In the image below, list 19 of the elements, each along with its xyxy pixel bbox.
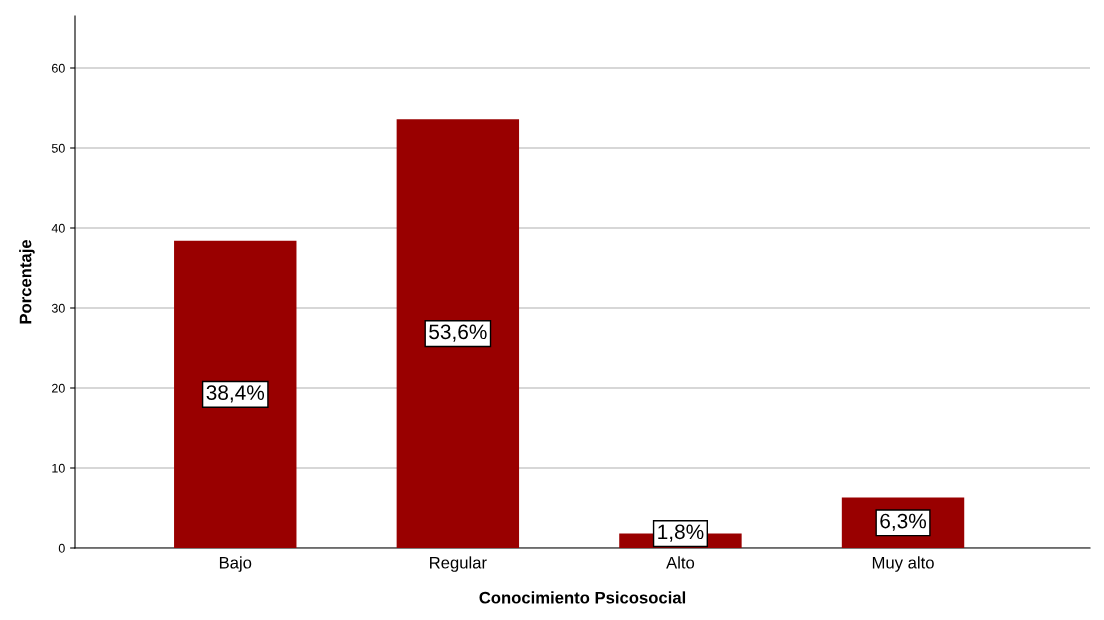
x-tick-label: Muy alto	[872, 556, 934, 572]
y-axis-title: Porcentaje	[19, 239, 35, 324]
x-tick-label: Bajo	[219, 556, 252, 572]
data-label: 6,3%	[880, 513, 927, 531]
y-tick-label: 60	[52, 63, 65, 73]
x-tick-label: Alto	[666, 556, 695, 569]
data-label: 53,6%	[429, 324, 487, 342]
data-label: 38,4%	[206, 385, 265, 403]
y-tick-label: 50	[51, 143, 65, 153]
x-axis-title: Conocimiento Psicosocial	[479, 591, 686, 604]
y-tick-label: 0	[58, 543, 65, 553]
y-tick-label: 40	[51, 223, 65, 233]
x-tick-label: Regular	[430, 556, 487, 572]
bar	[396, 119, 520, 548]
bar	[174, 240, 297, 548]
y-tick-label: 20	[52, 383, 65, 393]
y-tick-label: 30	[51, 303, 65, 313]
y-tick-label: 10	[52, 463, 65, 473]
data-label: 1,8%	[658, 524, 704, 542]
